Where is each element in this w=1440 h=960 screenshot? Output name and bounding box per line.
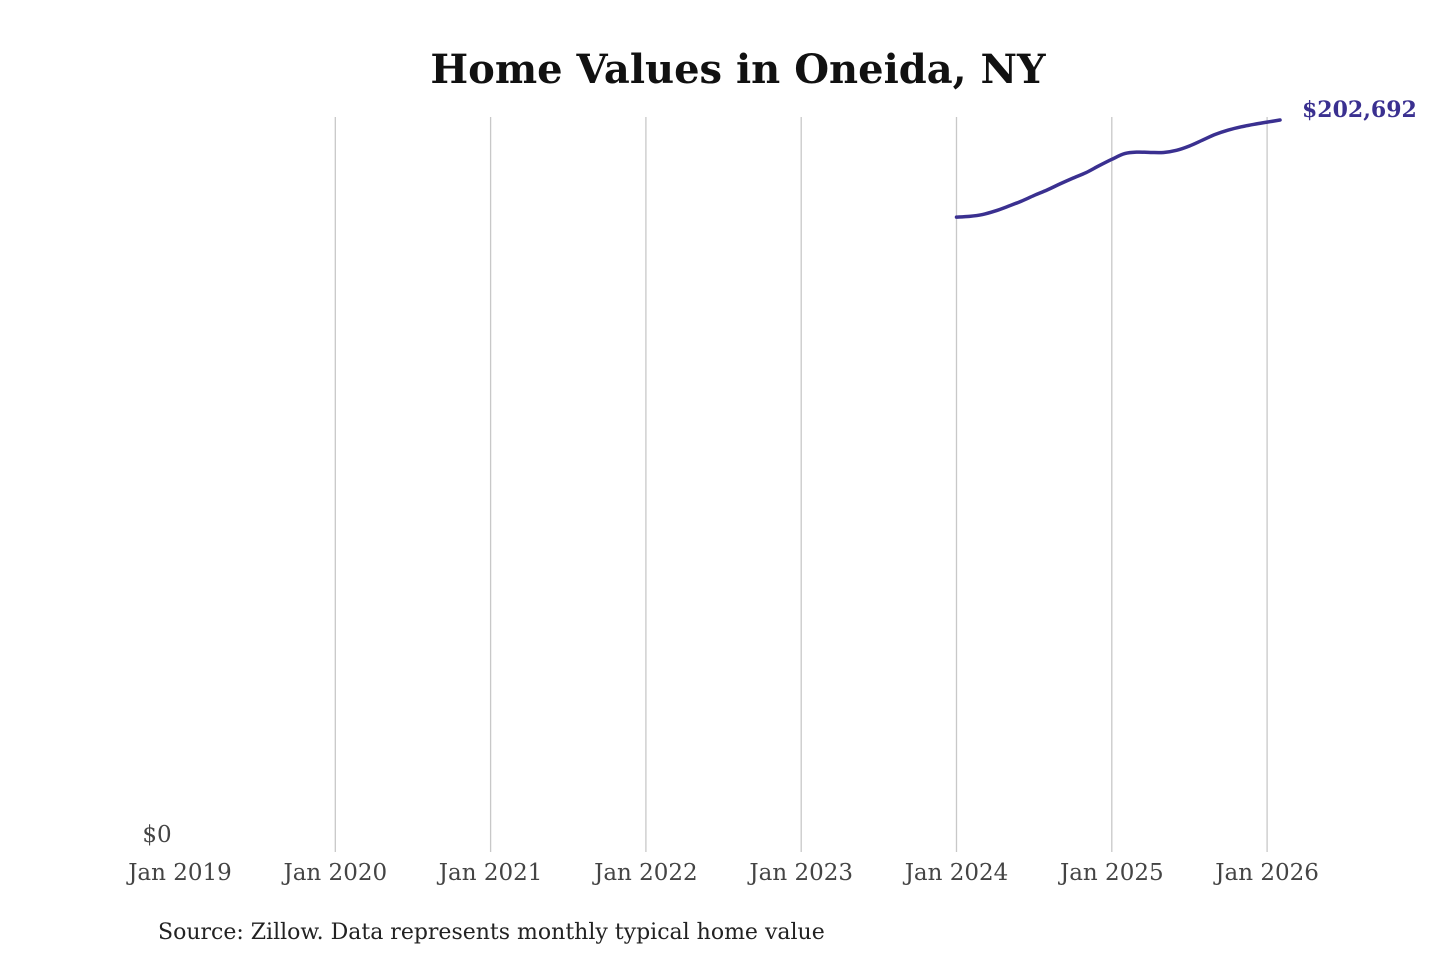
y-tick-label: $0 — [142, 822, 171, 848]
grid-lines — [334, 117, 1268, 852]
series-line — [954, 118, 1282, 219]
x-axis-ticks: Jan 2019 Jan 2020 Jan 2021 Jan 2022 Jan 2023… — [126, 860, 1319, 886]
x-tick-label: Jan 2025 — [1058, 860, 1164, 886]
x-tick-label: Jan 2019 — [126, 860, 232, 886]
x-tick-label: Jan 2026 — [1213, 860, 1319, 886]
x-tick-label: Jan 2020 — [282, 860, 388, 886]
x-tick-label: Jan 2022 — [592, 860, 698, 886]
x-tick-label: Jan 2024 — [903, 860, 1009, 886]
chart-title: Home Values in Oneida, NY — [430, 46, 1046, 93]
x-tick-label: Jan 2021 — [437, 860, 543, 886]
end-value-label: $202,692 — [1302, 97, 1417, 123]
x-tick-label: Jan 2023 — [747, 860, 853, 886]
source-note: Source: Zillow. Data represents monthly … — [158, 920, 825, 945]
